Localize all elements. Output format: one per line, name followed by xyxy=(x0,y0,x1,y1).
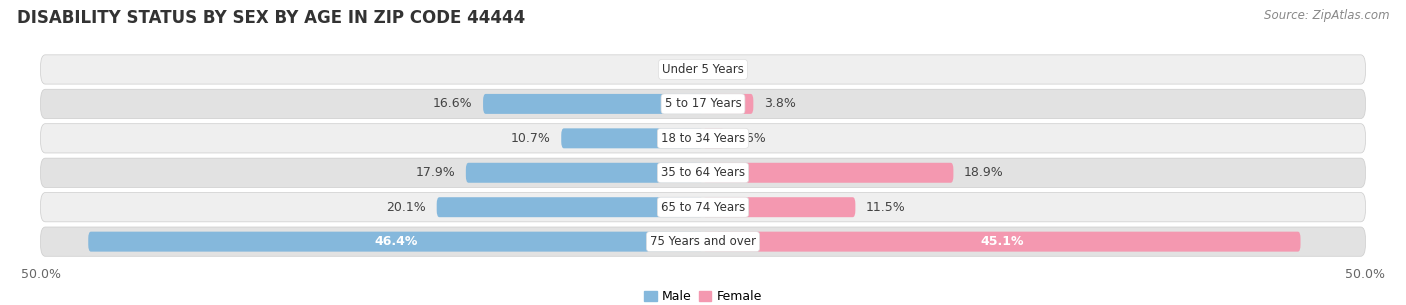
Text: 11.5%: 11.5% xyxy=(866,201,905,214)
Text: 17.9%: 17.9% xyxy=(416,166,456,179)
Text: 0.0%: 0.0% xyxy=(714,63,745,76)
FancyBboxPatch shape xyxy=(41,227,1365,256)
Text: 75 Years and over: 75 Years and over xyxy=(650,235,756,248)
Text: 10.7%: 10.7% xyxy=(510,132,551,145)
FancyBboxPatch shape xyxy=(703,163,953,183)
Text: 0.0%: 0.0% xyxy=(661,63,692,76)
FancyBboxPatch shape xyxy=(41,158,1365,187)
Text: 45.1%: 45.1% xyxy=(980,235,1024,248)
Text: 1.6%: 1.6% xyxy=(735,132,766,145)
Text: 16.6%: 16.6% xyxy=(433,97,472,110)
FancyBboxPatch shape xyxy=(703,197,855,217)
FancyBboxPatch shape xyxy=(703,94,754,114)
FancyBboxPatch shape xyxy=(561,128,703,148)
Legend: Male, Female: Male, Female xyxy=(644,290,762,303)
Text: 20.1%: 20.1% xyxy=(387,201,426,214)
Text: 18.9%: 18.9% xyxy=(965,166,1004,179)
FancyBboxPatch shape xyxy=(703,128,724,148)
FancyBboxPatch shape xyxy=(465,163,703,183)
FancyBboxPatch shape xyxy=(437,197,703,217)
Text: Source: ZipAtlas.com: Source: ZipAtlas.com xyxy=(1264,9,1389,22)
FancyBboxPatch shape xyxy=(703,232,1301,252)
FancyBboxPatch shape xyxy=(41,192,1365,222)
Text: 65 to 74 Years: 65 to 74 Years xyxy=(661,201,745,214)
Text: 18 to 34 Years: 18 to 34 Years xyxy=(661,132,745,145)
Text: 35 to 64 Years: 35 to 64 Years xyxy=(661,166,745,179)
Text: 46.4%: 46.4% xyxy=(374,235,418,248)
Text: 3.8%: 3.8% xyxy=(763,97,796,110)
FancyBboxPatch shape xyxy=(89,232,703,252)
FancyBboxPatch shape xyxy=(41,55,1365,84)
FancyBboxPatch shape xyxy=(41,124,1365,153)
FancyBboxPatch shape xyxy=(41,89,1365,119)
Text: Under 5 Years: Under 5 Years xyxy=(662,63,744,76)
Text: DISABILITY STATUS BY SEX BY AGE IN ZIP CODE 44444: DISABILITY STATUS BY SEX BY AGE IN ZIP C… xyxy=(17,9,524,27)
Text: 5 to 17 Years: 5 to 17 Years xyxy=(665,97,741,110)
FancyBboxPatch shape xyxy=(484,94,703,114)
